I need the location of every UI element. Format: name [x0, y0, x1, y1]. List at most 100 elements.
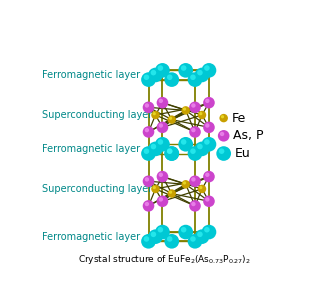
Circle shape — [151, 185, 160, 193]
Circle shape — [169, 191, 172, 194]
Circle shape — [169, 117, 172, 120]
Circle shape — [188, 72, 202, 87]
Circle shape — [151, 144, 156, 149]
Circle shape — [205, 99, 210, 103]
Circle shape — [167, 74, 172, 80]
Circle shape — [205, 123, 210, 128]
Circle shape — [159, 173, 163, 177]
Circle shape — [159, 197, 163, 202]
Circle shape — [157, 227, 163, 233]
Circle shape — [155, 225, 170, 239]
Circle shape — [203, 171, 215, 182]
Circle shape — [145, 103, 149, 108]
Circle shape — [164, 72, 179, 87]
Circle shape — [204, 65, 210, 71]
Circle shape — [145, 202, 149, 206]
Circle shape — [178, 225, 193, 239]
Circle shape — [183, 181, 186, 185]
Circle shape — [191, 103, 196, 108]
Circle shape — [181, 227, 187, 233]
Circle shape — [156, 122, 168, 133]
Circle shape — [141, 72, 156, 87]
Circle shape — [195, 68, 209, 82]
Circle shape — [205, 197, 210, 202]
Circle shape — [181, 65, 187, 71]
Circle shape — [167, 189, 176, 198]
Circle shape — [159, 99, 163, 103]
Circle shape — [203, 195, 215, 207]
Circle shape — [199, 186, 203, 189]
Circle shape — [151, 70, 156, 75]
Circle shape — [181, 106, 190, 115]
Circle shape — [167, 116, 176, 124]
Text: Eu: Eu — [235, 147, 251, 160]
Circle shape — [204, 227, 210, 233]
Circle shape — [148, 229, 163, 244]
Circle shape — [198, 111, 206, 119]
Circle shape — [156, 171, 168, 182]
Circle shape — [155, 137, 170, 152]
Circle shape — [219, 148, 224, 154]
Circle shape — [144, 74, 149, 80]
Circle shape — [159, 123, 163, 128]
Circle shape — [144, 148, 149, 154]
Circle shape — [195, 142, 209, 156]
Circle shape — [191, 202, 196, 206]
Circle shape — [202, 137, 216, 152]
Circle shape — [156, 195, 168, 207]
Circle shape — [189, 175, 201, 187]
Circle shape — [188, 146, 202, 161]
Circle shape — [204, 139, 210, 145]
Circle shape — [148, 142, 163, 156]
Circle shape — [178, 137, 193, 152]
Circle shape — [144, 236, 149, 242]
Circle shape — [167, 148, 172, 154]
Circle shape — [190, 74, 196, 80]
Circle shape — [164, 146, 179, 161]
Circle shape — [155, 63, 170, 78]
Circle shape — [143, 175, 154, 187]
Circle shape — [190, 148, 196, 154]
Circle shape — [151, 111, 160, 119]
Circle shape — [216, 146, 231, 161]
Circle shape — [167, 148, 172, 154]
Text: Crystal structure of EuFe$_2$(As$_{0.73}$P$_{0.27}$)$_2$: Crystal structure of EuFe$_2$(As$_{0.73}… — [77, 253, 251, 266]
Circle shape — [178, 63, 193, 78]
Circle shape — [195, 229, 209, 244]
Circle shape — [183, 107, 186, 111]
Text: Ferromagnetic layer: Ferromagnetic layer — [42, 232, 140, 242]
Circle shape — [141, 234, 156, 249]
Text: Ferromagnetic layer: Ferromagnetic layer — [42, 70, 140, 80]
Circle shape — [188, 234, 202, 249]
Circle shape — [143, 126, 154, 138]
Text: As, P: As, P — [233, 129, 264, 142]
Circle shape — [198, 185, 206, 193]
Circle shape — [153, 186, 156, 189]
Circle shape — [181, 180, 190, 188]
Circle shape — [148, 68, 163, 82]
Circle shape — [167, 236, 172, 242]
Circle shape — [220, 132, 224, 136]
Circle shape — [197, 70, 203, 75]
Circle shape — [151, 232, 156, 237]
Circle shape — [203, 122, 215, 133]
Circle shape — [189, 126, 201, 138]
Circle shape — [181, 139, 187, 145]
Circle shape — [191, 177, 196, 181]
Circle shape — [202, 63, 216, 78]
Circle shape — [143, 200, 154, 212]
Circle shape — [143, 102, 154, 113]
Circle shape — [202, 225, 216, 239]
Circle shape — [189, 200, 201, 212]
Circle shape — [191, 128, 196, 132]
Text: Superconducting layer: Superconducting layer — [42, 110, 152, 120]
Circle shape — [145, 128, 149, 132]
Circle shape — [153, 112, 156, 115]
Circle shape — [157, 65, 163, 71]
Circle shape — [218, 130, 229, 142]
Circle shape — [197, 232, 203, 237]
Circle shape — [220, 114, 228, 122]
Circle shape — [203, 97, 215, 109]
Circle shape — [190, 236, 196, 242]
Circle shape — [164, 234, 179, 249]
